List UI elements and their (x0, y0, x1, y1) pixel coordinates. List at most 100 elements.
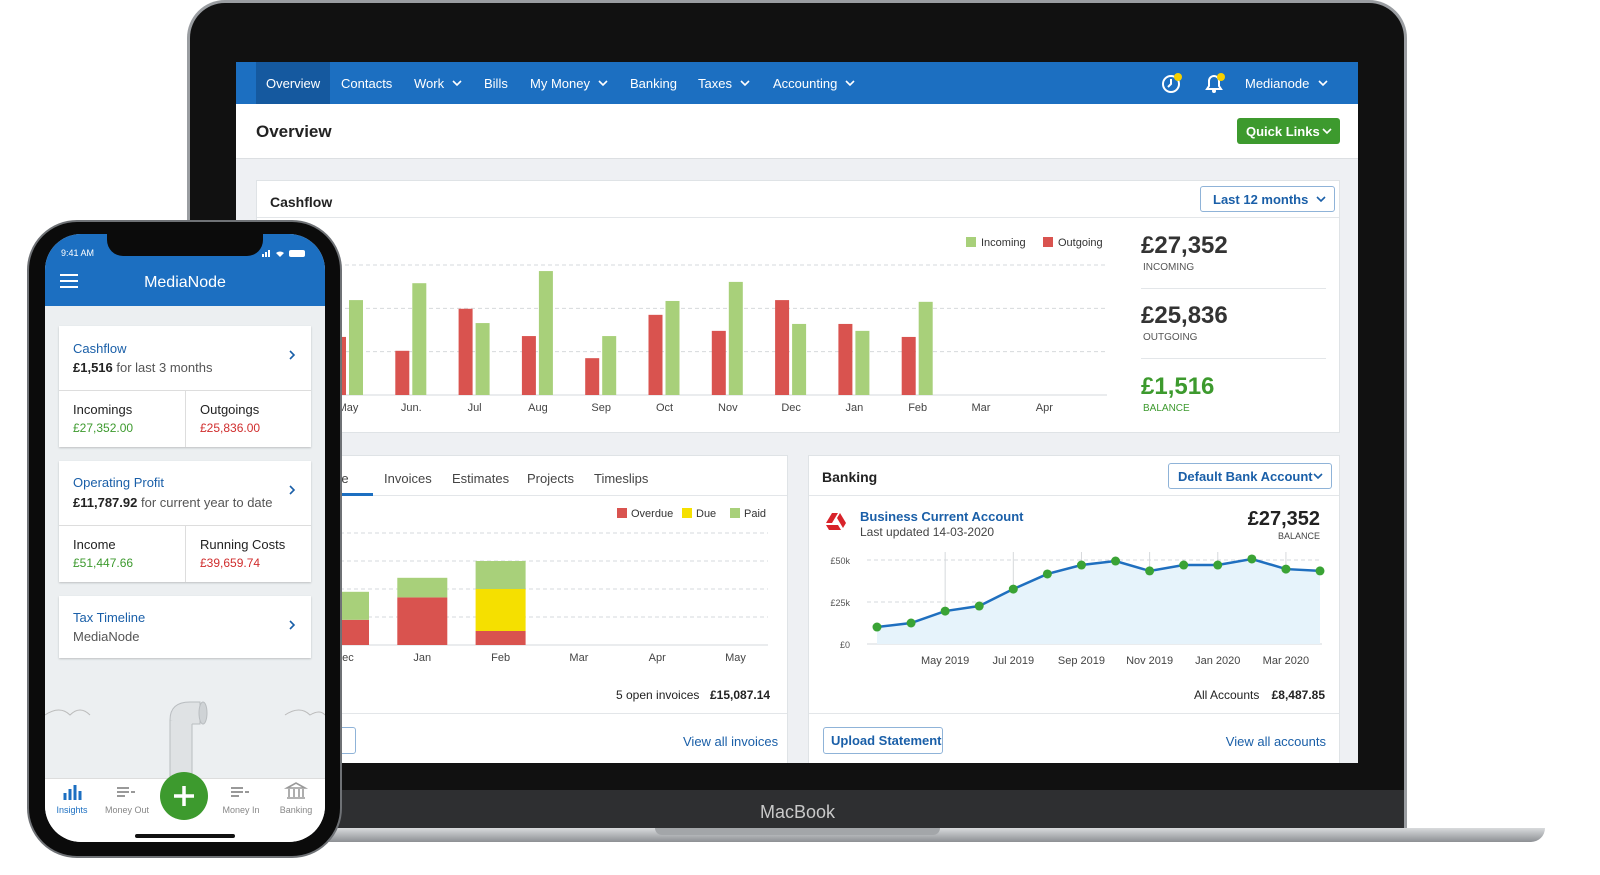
chevron (452, 80, 462, 87)
tab[interactable]: Projects (527, 471, 574, 486)
stat-value: £39,659.74 (200, 556, 261, 570)
nav-item[interactable]: Taxes (698, 76, 732, 91)
legend-label: Paid (744, 508, 766, 520)
bar-segment (397, 597, 448, 645)
device-label: MacBook (759, 802, 836, 822)
area (877, 558, 1320, 644)
divider (257, 217, 1339, 218)
account-select[interactable]: Default Bank Account (1168, 463, 1332, 489)
legend-label: Overdue (631, 508, 673, 520)
bar (648, 314, 663, 395)
tab[interactable]: Estimates (452, 471, 510, 486)
divider (1141, 288, 1326, 289)
chevrons (289, 350, 296, 630)
bar-segment (475, 561, 526, 589)
nav-item[interactable]: Accounting (773, 76, 838, 91)
bar (838, 323, 853, 395)
chevron (740, 80, 750, 87)
menu-icon[interactable] (60, 274, 78, 288)
point (872, 622, 882, 632)
chevron (845, 80, 855, 87)
nav-item[interactable]: My Money (530, 76, 590, 91)
card-title: Banking (822, 469, 878, 485)
bar-segment (475, 589, 526, 631)
summary-amount: £1,516 (1141, 373, 1215, 400)
home-indicator (135, 834, 235, 838)
nav-item[interactable]: Bills (484, 76, 508, 91)
x-tick-label: Sep (591, 402, 611, 414)
laptop-chin (190, 790, 1404, 830)
nav-item[interactable]: Contacts (341, 76, 393, 91)
amount: £11,787.92 (73, 495, 138, 510)
point (1076, 560, 1086, 570)
point (906, 618, 916, 628)
tab-label[interactable]: Insights (56, 805, 88, 815)
bar (602, 336, 617, 395)
bar (792, 323, 807, 395)
page-header (236, 104, 1358, 159)
summary-amount: £27,352 (1141, 232, 1228, 259)
chevron-path (845, 80, 855, 87)
tile-title: Cashflow (73, 341, 127, 356)
point (1315, 566, 1325, 576)
base-notch (655, 828, 940, 835)
quick-links-button[interactable] (1237, 118, 1340, 144)
summary-label: OUTGOING (1143, 332, 1198, 343)
stat-value: £27,352.00 (73, 421, 134, 435)
x-tick-label: Mar (569, 652, 588, 664)
summary-amount: £25,836 (1141, 302, 1228, 329)
account-updated: Last updated 14-03-2020 (860, 525, 995, 539)
screen-content: Medianode Overview Quick Links Cashflow … (236, 62, 1358, 763)
divider (809, 495, 1339, 496)
tax-tile[interactable] (59, 596, 311, 658)
card-title: Cashflow (270, 194, 333, 210)
tab[interactable]: Invoices (384, 471, 432, 486)
bar (728, 281, 743, 395)
y-tick-label: £25k (830, 598, 850, 608)
nav-item[interactable]: Overview (266, 76, 321, 91)
page-title: Overview (256, 122, 332, 141)
tab-label[interactable]: Money Out (104, 805, 150, 815)
open-invoices: 5 open invoices (616, 688, 700, 702)
note: for current year to date (140, 495, 273, 510)
quick-links-label: Quick Links (1246, 124, 1320, 139)
divider (257, 495, 787, 496)
account-name[interactable]: Business Current Account (860, 509, 1024, 524)
note: for last 3 months (116, 360, 213, 375)
bar (665, 300, 680, 395)
nav-item[interactable]: Work (414, 76, 445, 91)
x-tick-label: Jan 2020 (1195, 655, 1240, 667)
bell-icon (1205, 73, 1225, 93)
bar (901, 336, 916, 395)
bar (412, 283, 427, 395)
x-tick-label: Jan (413, 652, 431, 664)
x-tick-label: Sep 2019 (1058, 655, 1105, 667)
bank-logo (826, 513, 846, 530)
stat-label: Income (73, 537, 116, 552)
open-total: £15,087.14 (710, 688, 771, 702)
phone-screen: 9:41 AM MediaNode Cashflow £1,516 for la… (45, 234, 325, 842)
view-all-accounts[interactable]: View all accounts (1225, 734, 1326, 749)
chevron-path (598, 80, 608, 87)
tile-title: Operating Profit (73, 475, 165, 490)
range-select[interactable]: Last 12 months (1200, 186, 1335, 212)
stat-label: Outgoings (200, 402, 260, 417)
legend-swatch (730, 508, 740, 518)
x-tick-label: Feb (908, 402, 927, 414)
bar (349, 300, 363, 395)
view-all-invoices[interactable]: View all invoices (683, 734, 779, 749)
cashflow-chart: May Jun. Jul Aug Sep Oct Nov Dec Jan Feb Mar Apr Inc… (317, 237, 1107, 414)
tab-label[interactable]: Money In (222, 805, 260, 815)
chevron (1313, 473, 1323, 480)
account-menu[interactable]: Medianode (1245, 76, 1310, 91)
tab-label[interactable]: Banking (279, 805, 313, 815)
tab[interactable]: Timeslips (594, 471, 649, 486)
amount: £1,516 (73, 360, 113, 375)
nav-item[interactable]: Banking (630, 76, 677, 91)
divider (257, 713, 787, 714)
upload-statement[interactable]: Upload Statement (823, 727, 943, 754)
legend-label: Due (696, 508, 716, 520)
bar (855, 330, 870, 395)
